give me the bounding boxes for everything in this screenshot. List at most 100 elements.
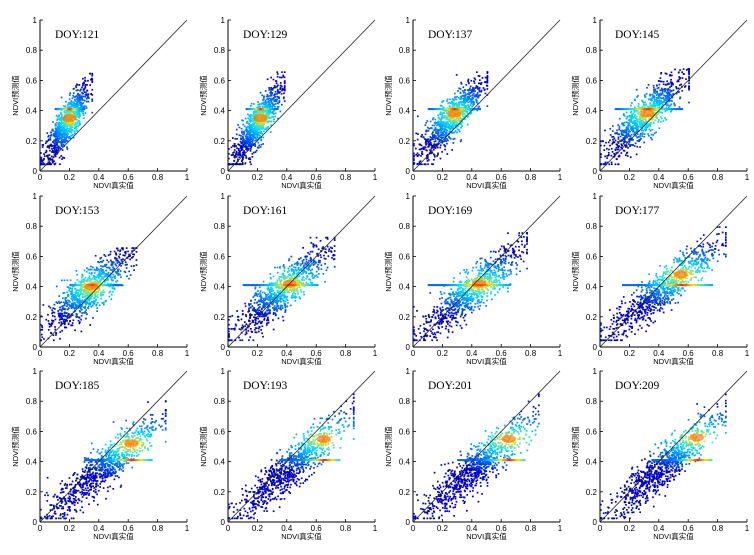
data-point <box>639 134 641 136</box>
data-point <box>273 87 275 89</box>
data-point <box>634 115 636 117</box>
data-point <box>261 95 263 97</box>
data-point <box>84 96 86 98</box>
data-point <box>474 90 476 92</box>
data-point <box>618 129 620 131</box>
data-point <box>41 329 43 331</box>
data-point <box>73 304 75 306</box>
data-point <box>83 83 85 85</box>
data-point <box>77 279 79 281</box>
data-point <box>649 129 651 131</box>
data-point <box>112 287 114 289</box>
data-point <box>115 263 117 265</box>
data-point <box>605 142 607 144</box>
data-point <box>61 306 63 308</box>
data-point <box>237 124 239 126</box>
data-point <box>476 100 478 102</box>
data-point <box>77 102 79 104</box>
data-point <box>479 91 481 93</box>
data-point <box>251 125 253 127</box>
data-point <box>45 152 47 154</box>
data-point <box>125 271 127 273</box>
data-point <box>316 274 318 276</box>
data-point <box>72 292 74 294</box>
data-point <box>94 269 96 271</box>
data-point <box>91 75 93 77</box>
data-point <box>283 98 285 100</box>
data-point <box>427 120 429 122</box>
data-point <box>238 163 240 165</box>
data-point <box>634 127 636 129</box>
data-point <box>640 138 642 140</box>
data-point <box>438 136 440 138</box>
data-point <box>271 92 273 94</box>
data-point <box>291 270 293 272</box>
data-point <box>276 83 278 85</box>
data-point <box>66 133 68 135</box>
data-point <box>436 155 438 157</box>
data-point <box>271 117 273 119</box>
data-point <box>131 257 133 259</box>
data-point <box>651 98 653 100</box>
data-point <box>456 96 458 98</box>
data-point <box>467 124 469 126</box>
data-point <box>466 106 468 108</box>
data-point <box>485 93 487 95</box>
data-point <box>674 69 676 71</box>
data-point <box>122 247 124 249</box>
data-point <box>265 90 267 92</box>
data-point <box>40 159 42 161</box>
data-point <box>688 102 690 104</box>
data-point <box>638 125 640 127</box>
data-point <box>452 122 454 124</box>
data-point <box>434 125 436 127</box>
data-point <box>662 90 664 92</box>
data-point <box>252 153 254 155</box>
data-point <box>657 101 659 103</box>
data-point <box>91 81 93 83</box>
data-point <box>63 136 65 138</box>
data-point <box>100 270 102 272</box>
data-point <box>75 87 77 89</box>
y-tick-label: 0.6 <box>399 76 411 85</box>
y-tick-label: 0.6 <box>586 76 598 85</box>
data-point <box>643 102 645 104</box>
x-axis-label: NDVI真实值 <box>281 356 322 366</box>
data-point <box>228 158 230 160</box>
data-point <box>267 78 269 80</box>
data-point <box>69 98 71 100</box>
data-point <box>608 154 610 156</box>
data-point <box>617 146 619 148</box>
data-point <box>58 145 60 147</box>
data-point <box>649 104 651 106</box>
data-point <box>471 91 473 93</box>
data-point <box>79 99 81 101</box>
data-point <box>115 252 117 254</box>
data-point <box>50 131 52 133</box>
data-point <box>478 95 480 97</box>
data-point <box>70 129 72 131</box>
data-point <box>242 157 244 159</box>
data-point <box>233 160 235 162</box>
data-point <box>244 126 246 128</box>
data-point <box>261 103 263 105</box>
data-point <box>648 84 650 86</box>
data-point <box>467 111 469 113</box>
data-point <box>61 313 63 315</box>
x-tick-label: 1 <box>185 173 190 182</box>
data-point <box>445 132 447 134</box>
data-point <box>62 318 64 320</box>
data-point <box>61 120 63 122</box>
data-point <box>72 300 74 302</box>
data-point <box>670 100 672 102</box>
data-point <box>68 125 70 127</box>
y-axis-label: NDVI预测值 <box>383 75 393 116</box>
data-point <box>614 138 616 140</box>
data-point <box>294 263 296 265</box>
data-point <box>649 94 651 96</box>
data-point <box>277 76 279 78</box>
data-point <box>71 102 73 104</box>
data-point <box>76 295 78 297</box>
data-point <box>88 93 90 95</box>
data-point <box>461 125 463 127</box>
